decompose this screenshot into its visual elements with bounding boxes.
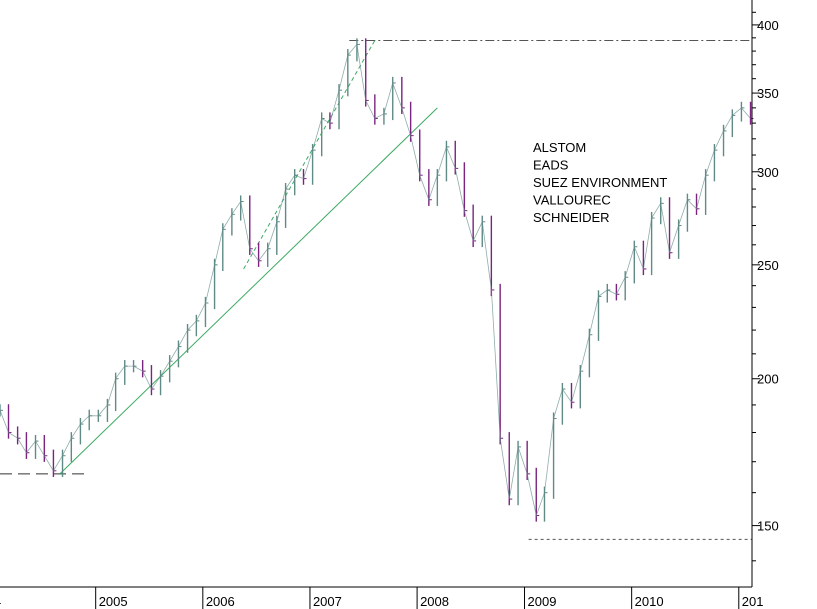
x-tick-label: 2006 — [206, 594, 235, 609]
reference-line-3 — [59, 107, 438, 475]
y-tick-label: 200 — [757, 372, 779, 387]
y-tick-label: 350 — [757, 86, 779, 101]
axes-layer: 150 200 250 300 350 400 4 2005 2006 2007 2008 2009 2… — [0, 0, 779, 609]
legend-entry: SCHNEIDER — [533, 210, 610, 225]
legend-entry: VALLOUREC — [533, 193, 611, 208]
legend-entry: SUEZ ENVIRONMENT — [533, 175, 667, 190]
price-series-line — [0, 43, 751, 517]
y-tick-label: 250 — [757, 258, 779, 273]
x-tick-label: 201 — [742, 594, 764, 609]
legend-entry: ALSTOM — [533, 140, 586, 155]
x-tick-label: 2007 — [313, 594, 342, 609]
reference-line-4 — [243, 40, 376, 270]
x-tick-label: 2005 — [99, 594, 128, 609]
y-tick-label: 400 — [757, 18, 779, 33]
series-layer — [0, 38, 754, 522]
y-tick-label: 300 — [757, 165, 779, 180]
legend-layer: ALSTOM EADS SUEZ ENVIRONMENT VALLOUREC SCHNE… — [533, 140, 667, 225]
x-tick-label: 4 — [0, 594, 1, 609]
x-tick-label: 2008 — [420, 594, 449, 609]
x-tick-label: 2009 — [528, 594, 557, 609]
reference-lines-layer — [0, 39, 752, 540]
y-tick-label: 150 — [757, 519, 779, 534]
legend-entry: EADS — [533, 158, 569, 173]
x-tick-label: 2010 — [635, 594, 664, 609]
